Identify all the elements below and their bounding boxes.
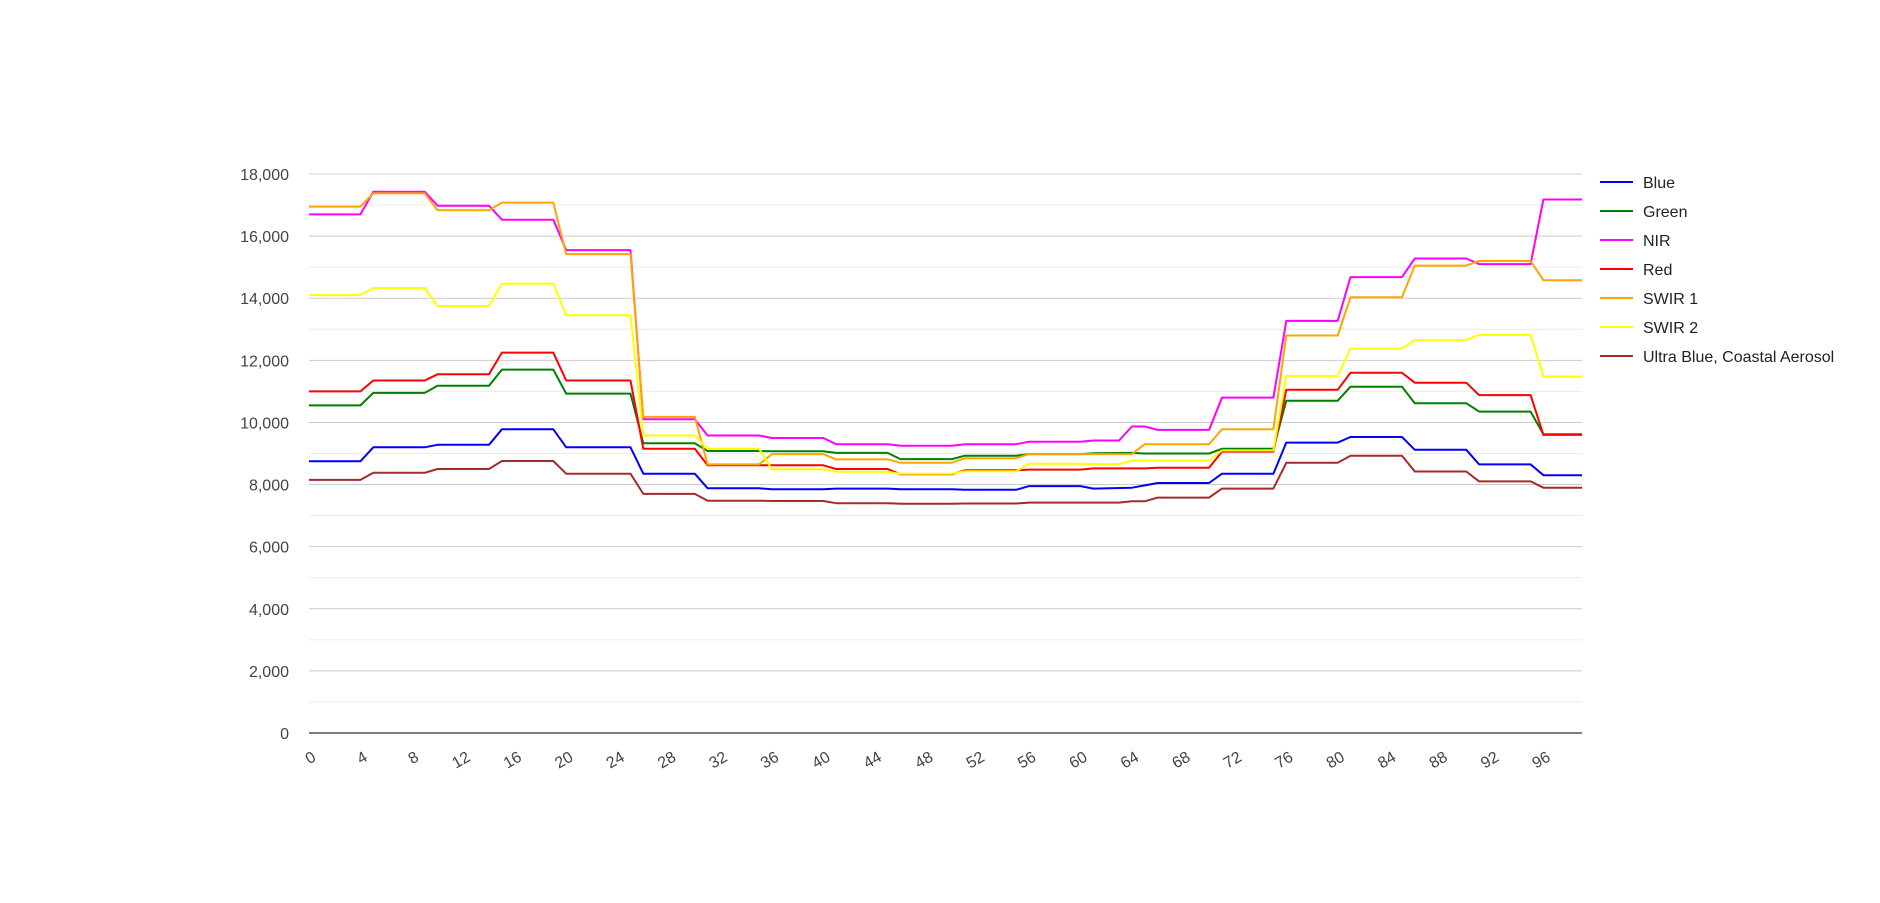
legend-label: Red (1643, 262, 1672, 279)
x-tick-label: 76 (1272, 749, 1296, 773)
legend: Blue Green NIR Red SWIR 1 SWIR 2 Ultra Blue, C… (1600, 175, 1834, 366)
y-tick-label: 14,000 (240, 291, 289, 308)
x-tick-label: 64 (1118, 749, 1142, 773)
y-tick-label: 10,000 (240, 415, 289, 432)
y-tick-label: 0 (280, 726, 289, 743)
legend-item: NIR (1600, 233, 1671, 250)
legend-item: SWIR 1 (1600, 291, 1698, 308)
legend-label: Ultra Blue, Coastal Aerosol (1643, 349, 1834, 366)
x-tick-label: 60 (1067, 749, 1091, 773)
legend-label: Green (1643, 204, 1687, 221)
legend-item: Green (1600, 204, 1687, 221)
legend-item: Ultra Blue, Coastal Aerosol (1600, 349, 1834, 366)
x-tick-label: 92 (1478, 749, 1502, 773)
x-tick-label: 80 (1324, 749, 1348, 773)
x-tick-label: 40 (809, 749, 833, 773)
x-tick-label: 0 (303, 749, 319, 768)
x-tick-label: 8 (406, 749, 422, 768)
x-tick-label: 16 (501, 749, 525, 773)
series-line-green (309, 368, 1582, 461)
series-line-ultra-blue-coastal-aerosol (309, 454, 1582, 505)
x-tick-label: 56 (1015, 749, 1039, 773)
x-tick-label: 52 (964, 749, 988, 773)
y-axis-tick-labels: 0 2,000 4,000 6,000 8,000 10,000 12,000 14,000 1… (240, 167, 289, 743)
x-tick-label: 88 (1427, 749, 1451, 773)
x-tick-label: 4 (354, 749, 370, 768)
y-tick-label: 2,000 (249, 664, 289, 681)
legend-label: SWIR 1 (1643, 291, 1698, 308)
series-line-blue (309, 428, 1582, 491)
legend-label: NIR (1643, 233, 1671, 250)
x-tick-label: 32 (707, 749, 731, 773)
x-tick-label: 48 (912, 749, 936, 773)
x-tick-label: 12 (449, 749, 473, 773)
x-tick-label: 96 (1530, 749, 1554, 773)
x-tick-label: 44 (861, 749, 885, 773)
x-tick-label: 36 (758, 749, 782, 773)
x-tick-label: 84 (1375, 749, 1399, 773)
x-tick-label: 20 (552, 749, 576, 773)
legend-item: SWIR 2 (1600, 320, 1698, 337)
y-tick-label: 4,000 (249, 602, 289, 619)
series-line-nir (309, 190, 1582, 447)
x-axis-tick-labels: 0 4 8 12 16 20 24 28 32 36 40 44 48 52 56 60 64 68 72 76 80 8… (303, 749, 1554, 773)
y-tick-label: 18,000 (240, 167, 289, 184)
y-tick-label: 12,000 (240, 353, 289, 370)
series-line-swir-2 (309, 282, 1582, 475)
series-lines (309, 190, 1582, 505)
x-tick-label: 24 (604, 749, 628, 773)
legend-label: Blue (1643, 175, 1675, 192)
series-line-swir-1 (309, 192, 1582, 466)
x-tick-label: 72 (1221, 749, 1245, 773)
x-tick-label: 68 (1169, 749, 1193, 773)
y-tick-label: 6,000 (249, 540, 289, 557)
x-tick-label: 28 (655, 749, 679, 773)
legend-item: Red (1600, 262, 1672, 279)
y-tick-label: 16,000 (240, 229, 289, 246)
legend-label: SWIR 2 (1643, 320, 1698, 337)
legend-item: Blue (1600, 175, 1675, 192)
y-tick-label: 8,000 (249, 478, 289, 495)
